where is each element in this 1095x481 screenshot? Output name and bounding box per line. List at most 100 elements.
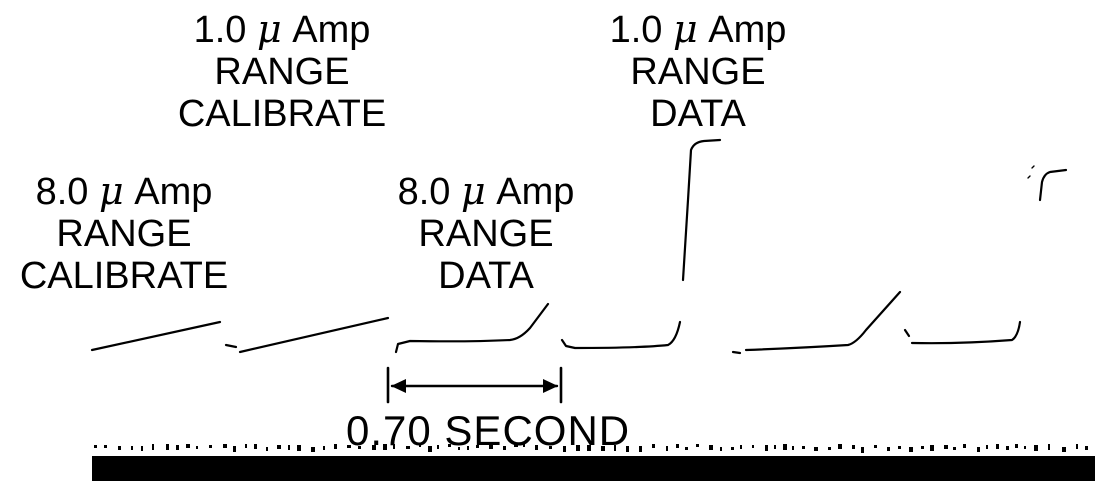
timing-mark (437, 445, 439, 449)
timing-mark (323, 446, 325, 450)
timing-mark (176, 445, 179, 450)
label-1ua-cal-line1: 1.0 μ Amp (193, 7, 371, 51)
timing-mark (1048, 444, 1050, 450)
timing-mark (930, 445, 934, 451)
timing-mark (277, 445, 281, 449)
timing-mark (783, 444, 787, 450)
timing-mark (419, 444, 421, 447)
trace-8ua-data (394, 302, 550, 354)
timing-mark (549, 446, 552, 449)
timing-mark (666, 446, 668, 451)
trace-8ua-cal-ramp-2 (238, 316, 390, 354)
trace-8ua-cal-ramp-1 (90, 320, 222, 352)
timing-mark (254, 444, 257, 449)
timing-mark (358, 446, 361, 449)
label-1ua-range-calibrate: 1.0 μ Amp RANGE CALIBRATE (160, 8, 404, 135)
timing-mark (514, 444, 518, 447)
timing-mark (626, 446, 629, 452)
timing-mark (223, 444, 227, 448)
timing-mark (476, 445, 479, 448)
timing-mark (696, 444, 699, 447)
timing-mark (838, 444, 842, 449)
timing-mark (720, 447, 722, 451)
trace-8ua-mark-2 (731, 350, 742, 355)
trace-1ua-cal-2 (910, 320, 1022, 345)
timing-mark (166, 444, 169, 450)
trace-1ua-data-rise-2 (1038, 168, 1068, 202)
trace-8ua-cal-mark (224, 343, 238, 349)
timing-mark (297, 445, 301, 451)
timing-mark (209, 445, 212, 448)
timing-mark (852, 445, 855, 449)
timing-mark (676, 444, 679, 448)
timing-mark (503, 446, 506, 450)
duration-label: 0.70 SECOND (346, 407, 631, 454)
timing-mark (288, 445, 290, 450)
trace-speck-2 (1027, 175, 1031, 179)
timing-mark (953, 447, 956, 450)
timing-mark (347, 445, 351, 448)
timing-mark (94, 445, 97, 448)
timing-mark (393, 444, 395, 449)
label-1ua-data-line1: 1.0 μ Amp (609, 7, 787, 51)
timing-mark (118, 446, 121, 450)
timing-mark (266, 447, 268, 451)
trace-8ua-data-2 (744, 290, 902, 352)
trace-speck-1 (1031, 165, 1035, 169)
timing-mark (652, 444, 655, 448)
timing-mark (765, 445, 768, 451)
timing-mark (523, 444, 525, 447)
timing-mark (898, 446, 901, 449)
timing-mark (731, 447, 734, 450)
timing-mark (406, 446, 410, 449)
timing-mark (752, 445, 754, 448)
duration-arrow-left (391, 379, 406, 393)
timing-mark (774, 445, 776, 449)
timing-mark (458, 447, 460, 450)
timing-mark (874, 445, 877, 448)
timing-mark (792, 446, 794, 450)
label-8ua-cal-line1: 8.0 μ Amp (35, 169, 213, 213)
timing-mark (448, 444, 451, 447)
label-8ua-range-data: 8.0 μ Amp RANGE DATA (373, 170, 599, 297)
timing-mark (963, 444, 966, 448)
timing-mark (740, 445, 742, 449)
label-8ua-data-line1: 8.0 μ Amp (397, 169, 575, 213)
timing-mark (802, 446, 805, 449)
timing-mark (576, 445, 580, 451)
timing-marks (94, 444, 1088, 453)
timing-mark (467, 446, 469, 450)
duration-arrow-right (543, 379, 558, 393)
timing-mark (587, 445, 591, 451)
trace-mark-3 (903, 328, 911, 338)
timing-mark (1085, 446, 1088, 450)
timing-mark (1024, 446, 1026, 449)
timing-mark (563, 446, 566, 452)
timing-mark (1076, 444, 1078, 449)
timing-mark (601, 446, 605, 451)
label-1ua-cal-line3: CALIBRATE (177, 93, 387, 135)
label-8ua-range-calibrate: 8.0 μ Amp RANGE CALIBRATE (8, 170, 240, 297)
label-1ua-range-data: 1.0 μ Amp RANGE DATA (585, 8, 811, 135)
timing-mark (861, 447, 864, 453)
label-1ua-data-line3: DATA (650, 93, 746, 135)
label-1ua-data-line2: RANGE (630, 51, 766, 93)
timing-mark (685, 447, 688, 450)
timing-mark (814, 447, 818, 451)
timing-mark (1034, 445, 1038, 451)
timing-mark (921, 446, 924, 449)
label-8ua-cal-line2: RANGE (56, 213, 192, 255)
timing-mark (196, 446, 198, 449)
timing-mark (104, 445, 107, 448)
timing-mark (1006, 446, 1009, 450)
timing-mark (489, 445, 493, 449)
label-8ua-cal-line3: CALIBRATE (19, 255, 229, 297)
timing-mark (996, 444, 999, 449)
label-8ua-data-line2: RANGE (418, 213, 554, 255)
timing-mark (245, 444, 247, 448)
timing-mark (709, 445, 713, 450)
timing-mark (1062, 447, 1066, 452)
timing-mark (909, 447, 913, 452)
timing-mark (986, 445, 988, 449)
